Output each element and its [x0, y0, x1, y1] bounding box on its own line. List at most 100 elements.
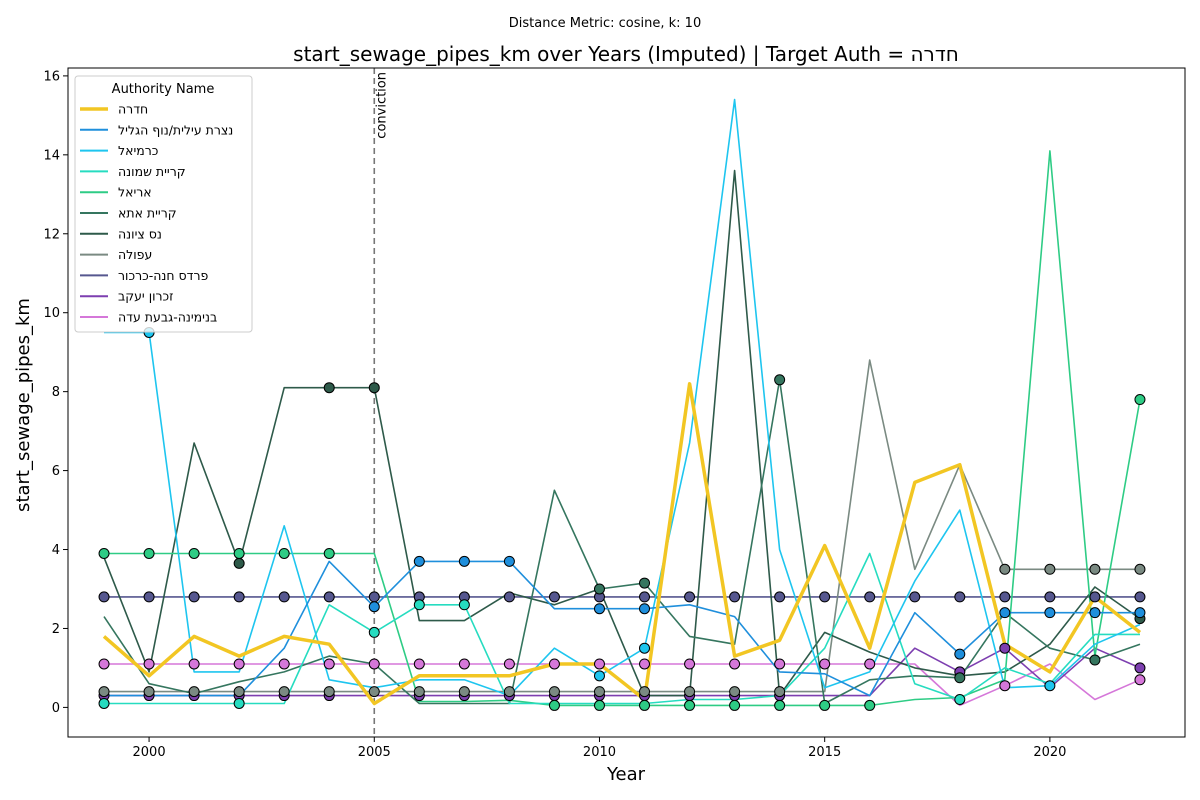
data-point	[774, 658, 786, 670]
data-point	[593, 670, 605, 682]
data-point	[98, 591, 110, 603]
data-point	[413, 658, 425, 670]
data-point	[278, 686, 290, 698]
data-point	[233, 591, 245, 603]
data-point	[278, 591, 290, 603]
legend-entry: נס ציונה	[118, 226, 162, 241]
data-point	[98, 697, 110, 709]
data-point	[458, 555, 470, 567]
x-tick-label: 2005	[358, 745, 391, 760]
series-line	[103, 169, 1141, 697]
data-point	[684, 658, 696, 670]
data-point	[368, 591, 380, 603]
data-point	[233, 547, 245, 559]
data-point	[368, 626, 380, 638]
data-point	[774, 699, 786, 711]
chart-title: start_sewage_pipes_km over Years (Impute…	[293, 42, 959, 66]
data-point	[819, 658, 831, 670]
data-point	[503, 658, 515, 670]
data-point	[143, 686, 155, 698]
data-point	[503, 686, 515, 698]
data-point	[729, 699, 741, 711]
data-point	[1089, 563, 1101, 575]
data-point	[954, 672, 966, 684]
plot-area: conviction	[98, 68, 1146, 737]
legend-entry: אריאל	[118, 185, 152, 200]
data-point	[548, 699, 560, 711]
data-point	[864, 699, 876, 711]
data-point	[954, 648, 966, 660]
data-point	[999, 563, 1011, 575]
data-point	[143, 658, 155, 670]
data-point	[1134, 607, 1146, 619]
data-point	[1044, 563, 1056, 575]
series-line	[104, 663, 1141, 707]
y-tick-label: 4	[52, 543, 60, 558]
legend-entry: בנימינה-גבעת עדה	[118, 310, 217, 325]
data-point	[98, 686, 110, 698]
data-point	[368, 658, 380, 670]
data-point	[999, 642, 1011, 654]
y-tick-label: 0	[52, 701, 60, 716]
data-point	[368, 686, 380, 698]
legend-entry: כרמיאל	[118, 143, 158, 158]
series-line	[104, 552, 1140, 705]
annotation-label: conviction	[374, 72, 389, 139]
legend-entry: חדרה	[118, 102, 148, 117]
data-point	[1089, 607, 1101, 619]
series-line	[104, 560, 1140, 697]
data-point	[278, 547, 290, 559]
data-point	[1089, 591, 1101, 603]
data-point	[413, 686, 425, 698]
data-point	[233, 697, 245, 709]
data-point	[954, 694, 966, 706]
data-point	[233, 557, 245, 569]
y-tick-label: 8	[52, 385, 60, 400]
data-point	[774, 374, 786, 386]
data-point	[729, 658, 741, 670]
data-point	[368, 601, 380, 613]
data-point	[1134, 563, 1146, 575]
y-tick-label: 16	[43, 69, 60, 84]
legend-entry: פרדס חנה-כרכור	[118, 268, 209, 283]
axis-ticks: 2000 2005 2010 2015 2020 0 2 4 6 8 10 12 14 16	[43, 69, 1066, 760]
legend-entry: נצרת עילית/נוף הגליל	[118, 122, 233, 137]
data-point	[188, 547, 200, 559]
data-point	[819, 699, 831, 711]
x-tick-label: 2015	[808, 745, 841, 760]
data-point	[729, 591, 741, 603]
series-line	[104, 98, 1141, 697]
data-point	[548, 658, 560, 670]
data-point	[548, 591, 560, 603]
data-point	[819, 591, 831, 603]
data-point	[1134, 591, 1146, 603]
data-point	[323, 591, 335, 603]
data-point	[548, 686, 560, 698]
data-point	[593, 583, 605, 595]
data-point	[729, 686, 741, 698]
data-point	[413, 555, 425, 567]
data-point	[639, 577, 651, 589]
legend-entry: זכרון יעקב	[118, 289, 174, 304]
legend-entry: קריית אתא	[118, 206, 177, 221]
data-point	[323, 382, 335, 394]
data-point	[639, 591, 651, 603]
data-point	[593, 699, 605, 711]
y-tick-label: 10	[43, 306, 60, 321]
data-point	[503, 555, 515, 567]
data-point	[233, 658, 245, 670]
data-point	[98, 658, 110, 670]
legend-box	[74, 75, 253, 333]
legend-title: Authority Name	[112, 82, 215, 97]
y-tick-label: 6	[52, 464, 60, 479]
data-point	[188, 658, 200, 670]
data-point	[999, 591, 1011, 603]
data-point	[143, 591, 155, 603]
data-point	[323, 658, 335, 670]
y-tick-label: 12	[43, 227, 60, 242]
data-point	[593, 603, 605, 615]
data-point	[999, 680, 1011, 692]
data-point	[413, 599, 425, 611]
data-point	[954, 591, 966, 603]
series-line	[104, 359, 1140, 693]
